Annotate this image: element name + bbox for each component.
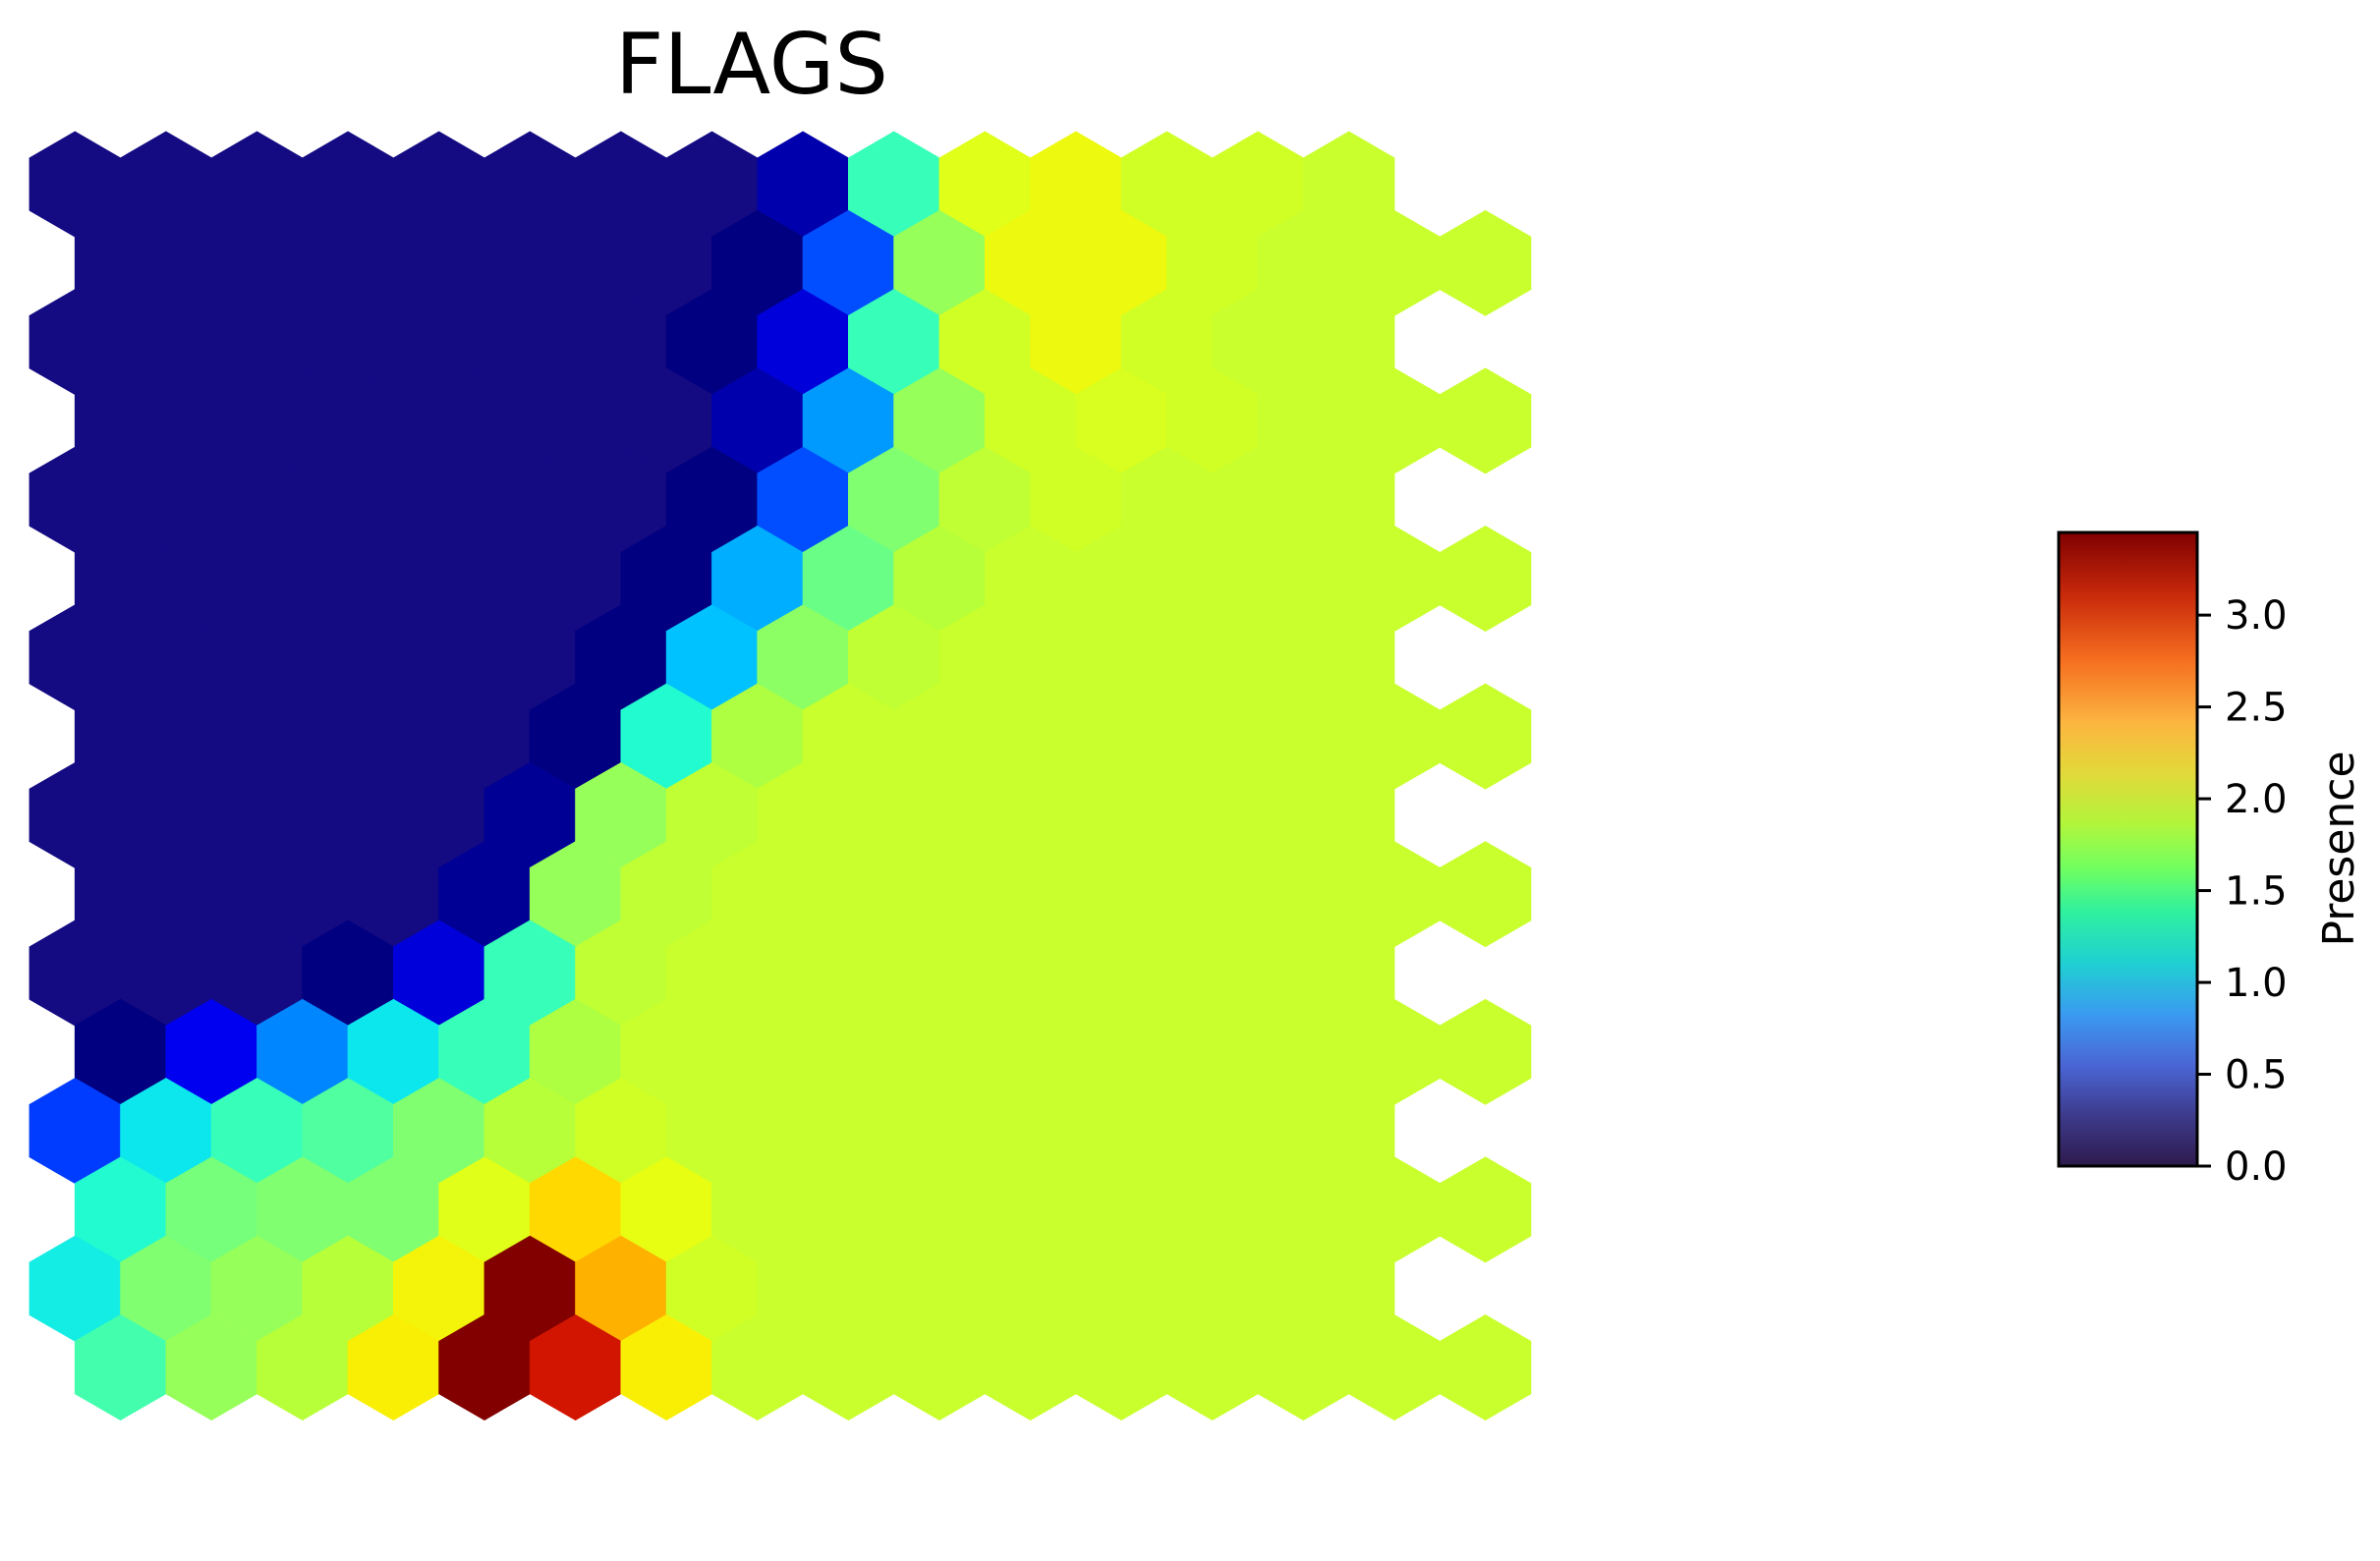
colorbar-tick-label: 0.0 <box>2225 1144 2288 1190</box>
colorbar-tick-label: 2.0 <box>2225 777 2288 822</box>
hex-cell <box>1439 1156 1532 1263</box>
hex-cell <box>1439 1314 1532 1421</box>
hex-cell <box>1439 209 1532 316</box>
hex-cell <box>1439 998 1532 1105</box>
colorbar-tick-label: 1.5 <box>2225 869 2288 915</box>
chart-title: FLAGS <box>615 16 888 114</box>
hex-cell <box>1439 367 1532 474</box>
colorbar-tick-label: 1.0 <box>2225 961 2288 1006</box>
hex-cell <box>1439 526 1532 632</box>
hex-grid <box>28 131 1532 1421</box>
colorbar-label: Presence <box>2314 751 2364 946</box>
colorbar-tick-label: 2.5 <box>2225 686 2288 731</box>
colorbar-ticks: 0.0 0.5 1.0 1.5 2.0 2.5 3.0 <box>2197 593 2288 1190</box>
hex-cell <box>1439 683 1532 790</box>
colorbar-tick-label: 0.5 <box>2225 1053 2288 1098</box>
colorbar-gradient <box>2057 530 2199 1168</box>
colorbar: 0.0 0.5 1.0 1.5 2.0 2.5 3.0 Presence <box>2057 530 2364 1190</box>
hex-cell <box>1439 841 1532 948</box>
colorbar-tick-label: 3.0 <box>2225 593 2288 639</box>
